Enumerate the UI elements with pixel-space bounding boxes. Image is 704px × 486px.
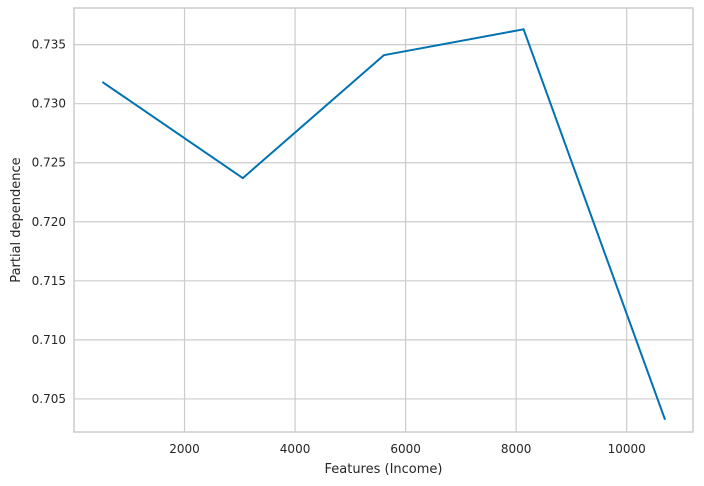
plot-frame xyxy=(73,7,694,433)
x-tick-label: 6000 xyxy=(390,442,421,456)
data-point xyxy=(522,28,525,31)
y-tick-label: 0.705 xyxy=(32,392,66,406)
x-tick-label: 2000 xyxy=(169,442,200,456)
x-tick-label: 8000 xyxy=(501,442,532,456)
x-tick-label: 4000 xyxy=(280,442,311,456)
x-tick-label: 10000 xyxy=(608,442,646,456)
y-tick-labels: 0.705 0.710 0.715 0.720 0.725 0.730 0.735 xyxy=(32,38,66,406)
data-point xyxy=(382,54,385,57)
grid-lines xyxy=(74,8,693,432)
data-point xyxy=(663,418,666,421)
y-tick-label: 0.720 xyxy=(32,215,66,229)
x-tick-labels: 2000 4000 6000 8000 10000 xyxy=(169,442,646,456)
y-axis-label: Partial dependence xyxy=(9,157,24,282)
y-tick-label: 0.735 xyxy=(32,38,66,52)
x-axis-label: Features (Income) xyxy=(324,462,442,477)
data-point xyxy=(102,81,105,84)
y-tick-label: 0.715 xyxy=(32,274,66,288)
y-tick-label: 0.725 xyxy=(32,156,66,170)
series-layer xyxy=(102,28,666,421)
series-line xyxy=(102,28,666,420)
data-point xyxy=(241,177,244,180)
y-tick-label: 0.710 xyxy=(32,333,66,347)
y-tick-label: 0.730 xyxy=(32,97,66,111)
